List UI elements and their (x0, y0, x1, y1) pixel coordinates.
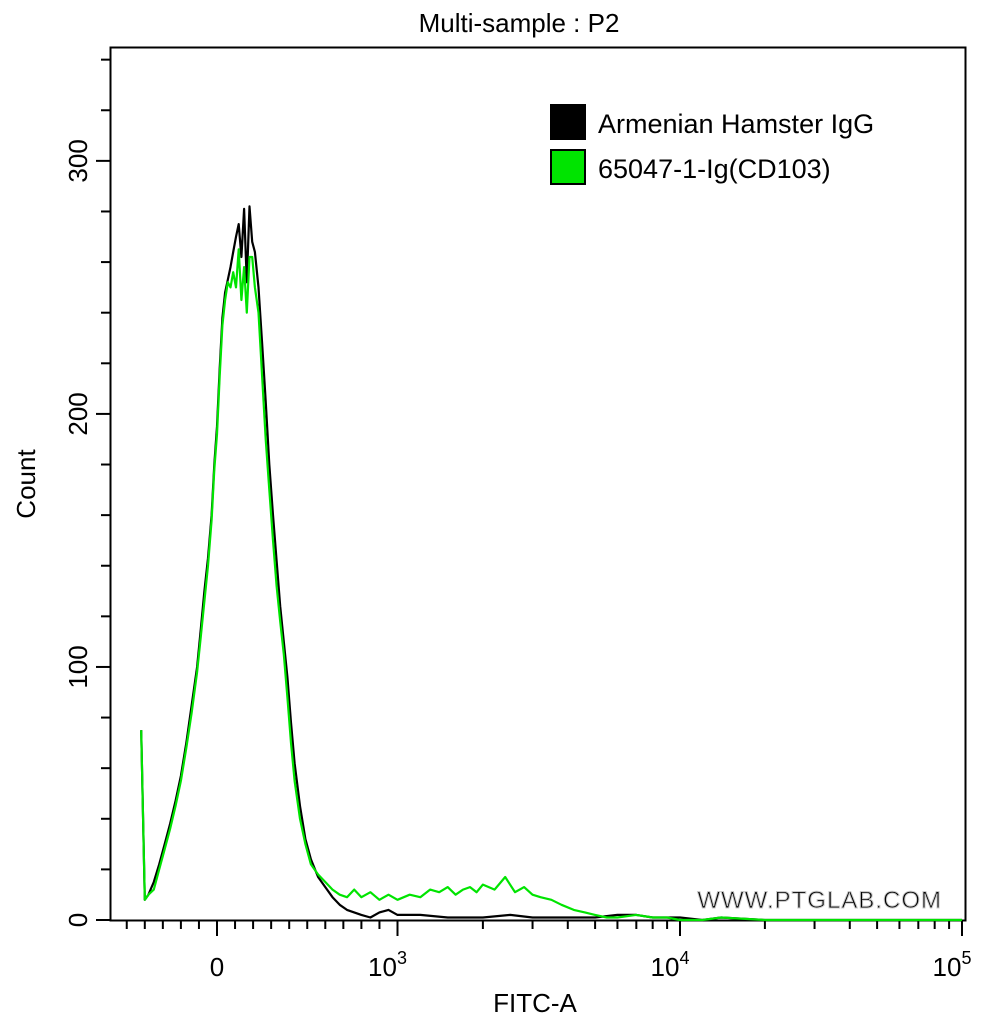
series-layer (140, 205, 962, 922)
legend-swatch (550, 149, 586, 185)
x-axis-label: FITC-A (493, 988, 577, 1018)
y-tick-label: 0 (63, 913, 93, 927)
legend-label: Armenian Hamster IgG (598, 109, 874, 139)
watermark: WWW.PTGLAB.COM (697, 887, 942, 914)
x-tick-label: 103 (368, 948, 407, 982)
y-tick-label: 300 (63, 139, 93, 182)
series-line-2 (140, 248, 962, 922)
legend: Armenian Hamster IgG 65047-1-Ig(CD103) (550, 104, 874, 185)
y-tick-label: 100 (63, 645, 93, 688)
y-axis-label: Count (11, 449, 41, 519)
y-axis: 0 100 200 300 (63, 58, 110, 927)
x-tick-label: 105 (933, 948, 972, 982)
x-tick-label: 104 (651, 948, 690, 982)
legend-swatch (550, 104, 586, 140)
plot-frame (109, 46, 967, 922)
legend-label: 65047-1-Ig(CD103) (598, 154, 831, 184)
x-axis: 0 103 104 105 (125, 920, 972, 982)
chart-title: Multi-sample : P2 (419, 8, 620, 38)
series-line-1 (140, 205, 962, 922)
x-tick-label: 0 (210, 952, 224, 982)
y-tick-label: 200 (63, 392, 93, 435)
